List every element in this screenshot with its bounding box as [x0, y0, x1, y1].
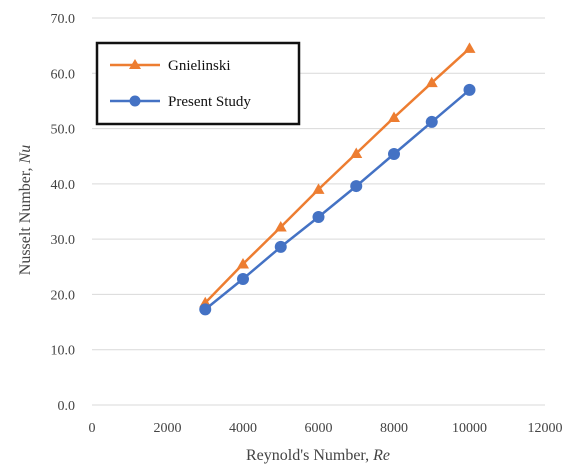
point-present-study — [199, 303, 212, 316]
y-tick-label: 40.0 — [51, 178, 76, 193]
point-gnielinski — [350, 147, 363, 158]
y-tick-label: 10.0 — [51, 344, 76, 359]
y-tick-label: 30.0 — [51, 233, 76, 248]
point-gnielinski — [274, 220, 287, 232]
legend-label-present-study: Present Study — [168, 94, 251, 110]
legend: Gnielinski Present Study — [95, 41, 301, 126]
point-gnielinski — [237, 258, 249, 269]
legend-label-gnielinski: Gnielinski — [168, 58, 231, 74]
y-tick-labels: 0.0 10.0 20.0 30.0 40.0 50.0 60.0 70.0 — [51, 12, 76, 414]
x-tick-label: 0 — [89, 421, 96, 436]
point-present-study — [463, 83, 476, 96]
x-tick-label: 8000 — [380, 421, 408, 436]
point-gnielinski — [463, 42, 476, 53]
x-tick-labels: 0 2000 4000 6000 8000 10000 12000 — [89, 421, 563, 436]
series-line-present-study — [204, 88, 471, 311]
x-tick-label: 2000 — [154, 421, 182, 436]
point-present-study — [274, 240, 287, 253]
x-tick-label: 10000 — [452, 421, 487, 436]
x-axis-title: Reynold's Number, Re — [246, 447, 390, 464]
y-axis-title: Nusselt Number, Nu — [17, 145, 34, 275]
series-line-gnielinski — [204, 47, 471, 304]
point-gnielinski — [312, 183, 325, 194]
series-layer — [199, 42, 476, 316]
x-tick-label: 4000 — [229, 421, 257, 436]
y-tick-label: 20.0 — [51, 288, 76, 303]
x-tick-label: 12000 — [528, 421, 563, 436]
y-tick-label: 50.0 — [51, 123, 76, 138]
point-present-study — [388, 148, 400, 161]
legend-marker-present-study — [129, 95, 141, 107]
point-present-study — [350, 180, 363, 193]
y-tick-label: 0.0 — [58, 399, 76, 414]
point-present-study — [237, 272, 249, 285]
x-tick-label: 6000 — [305, 421, 333, 436]
legend-marker-gnielinski — [129, 59, 141, 69]
legend-box — [95, 41, 301, 126]
point-present-study — [425, 115, 438, 128]
y-tick-label: 60.0 — [51, 67, 76, 82]
point-present-study — [312, 211, 325, 224]
point-gnielinski — [425, 76, 438, 88]
point-gnielinski — [388, 111, 400, 123]
y-tick-label: 70.0 — [51, 12, 76, 27]
